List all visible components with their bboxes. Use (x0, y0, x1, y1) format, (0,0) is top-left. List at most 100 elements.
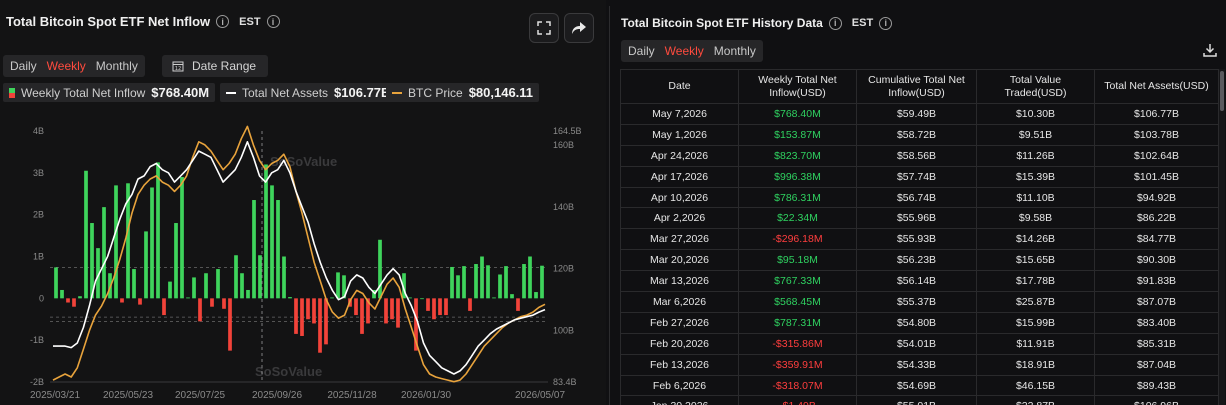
table-row[interactable]: Mar 27,2026 -$296.18M $55.93B $14.26B $84.77… (620, 228, 1219, 251)
inflow-bar (480, 256, 484, 299)
table-cell: $996.38M (738, 165, 857, 188)
x-tick-label: 2026/05/07 (515, 390, 565, 401)
table-cell: $55.01B (856, 395, 977, 405)
table-cell: -$1.49B (738, 395, 857, 405)
table-cell: $15.39B (976, 165, 1095, 188)
table-scrollbar-thumb[interactable] (1220, 71, 1224, 111)
inflow-bar (132, 269, 136, 299)
inflow-period-tabs: Daily Weekly Monthly (3, 55, 145, 77)
info-icon[interactable]: i (216, 15, 230, 28)
inflow-bar (516, 298, 520, 311)
table-cell: $94.92B (1094, 186, 1219, 209)
share-button[interactable] (564, 13, 594, 43)
legend-btc-price[interactable]: BTC Price $80,146.11 (386, 83, 540, 102)
y-right-tick-label: 164.5B (553, 126, 582, 136)
inflow-bar (138, 298, 142, 305)
table-cell: $14.26B (976, 228, 1095, 251)
net-inflow-chart[interactable]: 4B 3B 2B 1B 0 -1B -2B 164.5B 160B 140B 120B 100B 83.… (0, 106, 606, 405)
table-cell: $86.22B (1094, 207, 1219, 230)
table-row[interactable]: Mar 20,2026 $95.18M $56.23B $15.65B $90.30B (620, 249, 1219, 272)
table-cell: $106.77B (1094, 103, 1219, 125)
inflow-bar (354, 298, 358, 316)
info-icon[interactable]: i (266, 15, 280, 28)
inflow-bar (294, 298, 298, 334)
table-row[interactable]: Apr 17,2026 $996.38M $57.74B $15.39B $101.45… (620, 165, 1219, 188)
inflow-bar (180, 177, 184, 299)
table-row[interactable]: Feb 20,2026 -$315.86M $54.01B $11.91B $85.31… (620, 332, 1219, 355)
inflow-bar (258, 255, 262, 299)
table-cell: $106.96B (1094, 395, 1219, 405)
table-cell: $15.65B (976, 249, 1095, 272)
inflow-bar (384, 298, 388, 324)
y-left-tick-label: 3B (33, 168, 44, 178)
table-cell: $89.43B (1094, 374, 1219, 397)
legend-net-assets[interactable]: Total Net Assets $106.77B (220, 83, 397, 102)
net-inflow-swatch (9, 87, 15, 98)
table-cell: $95.18M (738, 249, 857, 272)
table-cell: Mar 13,2026 (620, 270, 739, 293)
net-inflow-panel: Total Bitcoin Spot ETF Net Inflow i EST … (0, 0, 606, 405)
column-header: Total Net Assets(USD) (1094, 69, 1219, 104)
date-range-button[interactable]: 12 Date Range (162, 55, 269, 77)
y-right-tick-label: 100B (553, 326, 574, 336)
download-icon[interactable] (1202, 42, 1218, 58)
inflow-bar (342, 275, 346, 299)
table-cell: $153.87M (738, 123, 857, 146)
table-row[interactable]: Apr 2,2026 $22.34M $55.96B $9.58B $86.22B (620, 207, 1219, 230)
inflow-bar (498, 274, 502, 299)
table-cell: Apr 10,2026 (620, 186, 739, 209)
table-cell: $57.74B (856, 165, 977, 188)
inflow-bar (240, 273, 244, 299)
history-tab-weekly[interactable]: Weekly (664, 44, 704, 58)
table-cell: $55.93B (856, 228, 977, 251)
history-title: Total Bitcoin Spot ETF History Data (621, 16, 823, 30)
table-cell: Feb 27,2026 (620, 311, 739, 334)
table-cell: Jan 30,2026 (620, 395, 739, 405)
table-row[interactable]: Feb 27,2026 $787.31M $54.80B $15.99B $83.40B (620, 311, 1219, 334)
history-tab-daily[interactable]: Daily (628, 44, 655, 58)
table-row[interactable]: Jan 30,2026-$1.49B$55.01B$22.87B$106.96B (620, 395, 1219, 405)
inflow-bar (372, 289, 376, 299)
inflow-bar (204, 273, 208, 299)
history-tab-monthly[interactable]: Monthly (713, 44, 756, 58)
share-icon (572, 22, 586, 34)
inflow-bar (378, 239, 382, 299)
table-row[interactable]: May 1,2026 $153.87M $58.72B $9.51B $103.78B (620, 123, 1219, 146)
table-cell: $9.58B (976, 207, 1095, 230)
inflow-bar (474, 264, 478, 299)
tab-weekly[interactable]: Weekly (46, 59, 86, 73)
inflow-bar (444, 298, 448, 316)
table-scrollbar-track[interactable] (1219, 69, 1225, 405)
y-right-tick-label: 160B (553, 140, 574, 150)
inflow-bar (84, 170, 88, 299)
table-row[interactable]: Apr 10,2026 $786.31M $56.74B $11.10B $94.92B (620, 186, 1219, 209)
y-left-tick-label: -2B (30, 377, 44, 387)
inflow-bar (120, 298, 124, 303)
x-tick-label: 2026/01/30 (401, 390, 451, 401)
table-cell: $10.30B (976, 103, 1095, 125)
table-cell: $59.49B (856, 103, 977, 125)
table-row[interactable]: Apr 24,2026 $823.70M $58.56B $11.26B $102.64… (620, 144, 1219, 167)
table-cell: $787.31M (738, 311, 857, 334)
table-row[interactable]: Feb 6,2026 -$318.07M $54.69B $46.15B $89.43B (620, 374, 1219, 397)
table-row[interactable]: Mar 6,2026 $568.45M $55.37B $25.87B $87.07B (620, 291, 1219, 313)
tab-monthly[interactable]: Monthly (95, 59, 138, 73)
table-row[interactable]: Feb 13,2026 -$359.91M $54.33B $18.91B $87.04… (620, 353, 1219, 376)
table-cell: May 7,2026 (620, 103, 739, 125)
inflow-bar (186, 297, 190, 299)
table-row[interactable]: Mar 13,2026 $767.33M $56.14B $17.78B $91.83B (620, 270, 1219, 293)
inflow-bar (396, 298, 400, 328)
inflow-bar (216, 269, 220, 299)
info-icon[interactable]: i (879, 16, 893, 30)
tab-daily[interactable]: Daily (10, 59, 37, 73)
y-right-tick-label: 120B (553, 264, 574, 274)
inflow-bar (486, 265, 490, 299)
legend-net-inflow[interactable]: Weekly Total Net Inflow $768.40M (3, 83, 216, 102)
table-cell: $767.33M (738, 270, 857, 293)
fullscreen-button[interactable] (529, 13, 559, 43)
table-cell: $17.78B (976, 270, 1095, 293)
inflow-bar (420, 298, 424, 300)
info-icon[interactable]: i (828, 16, 842, 30)
table-row[interactable]: May 7,2026 $768.40M $59.49B $10.30B $106.77B (620, 103, 1219, 125)
table-cell: Apr 17,2026 (620, 165, 739, 188)
